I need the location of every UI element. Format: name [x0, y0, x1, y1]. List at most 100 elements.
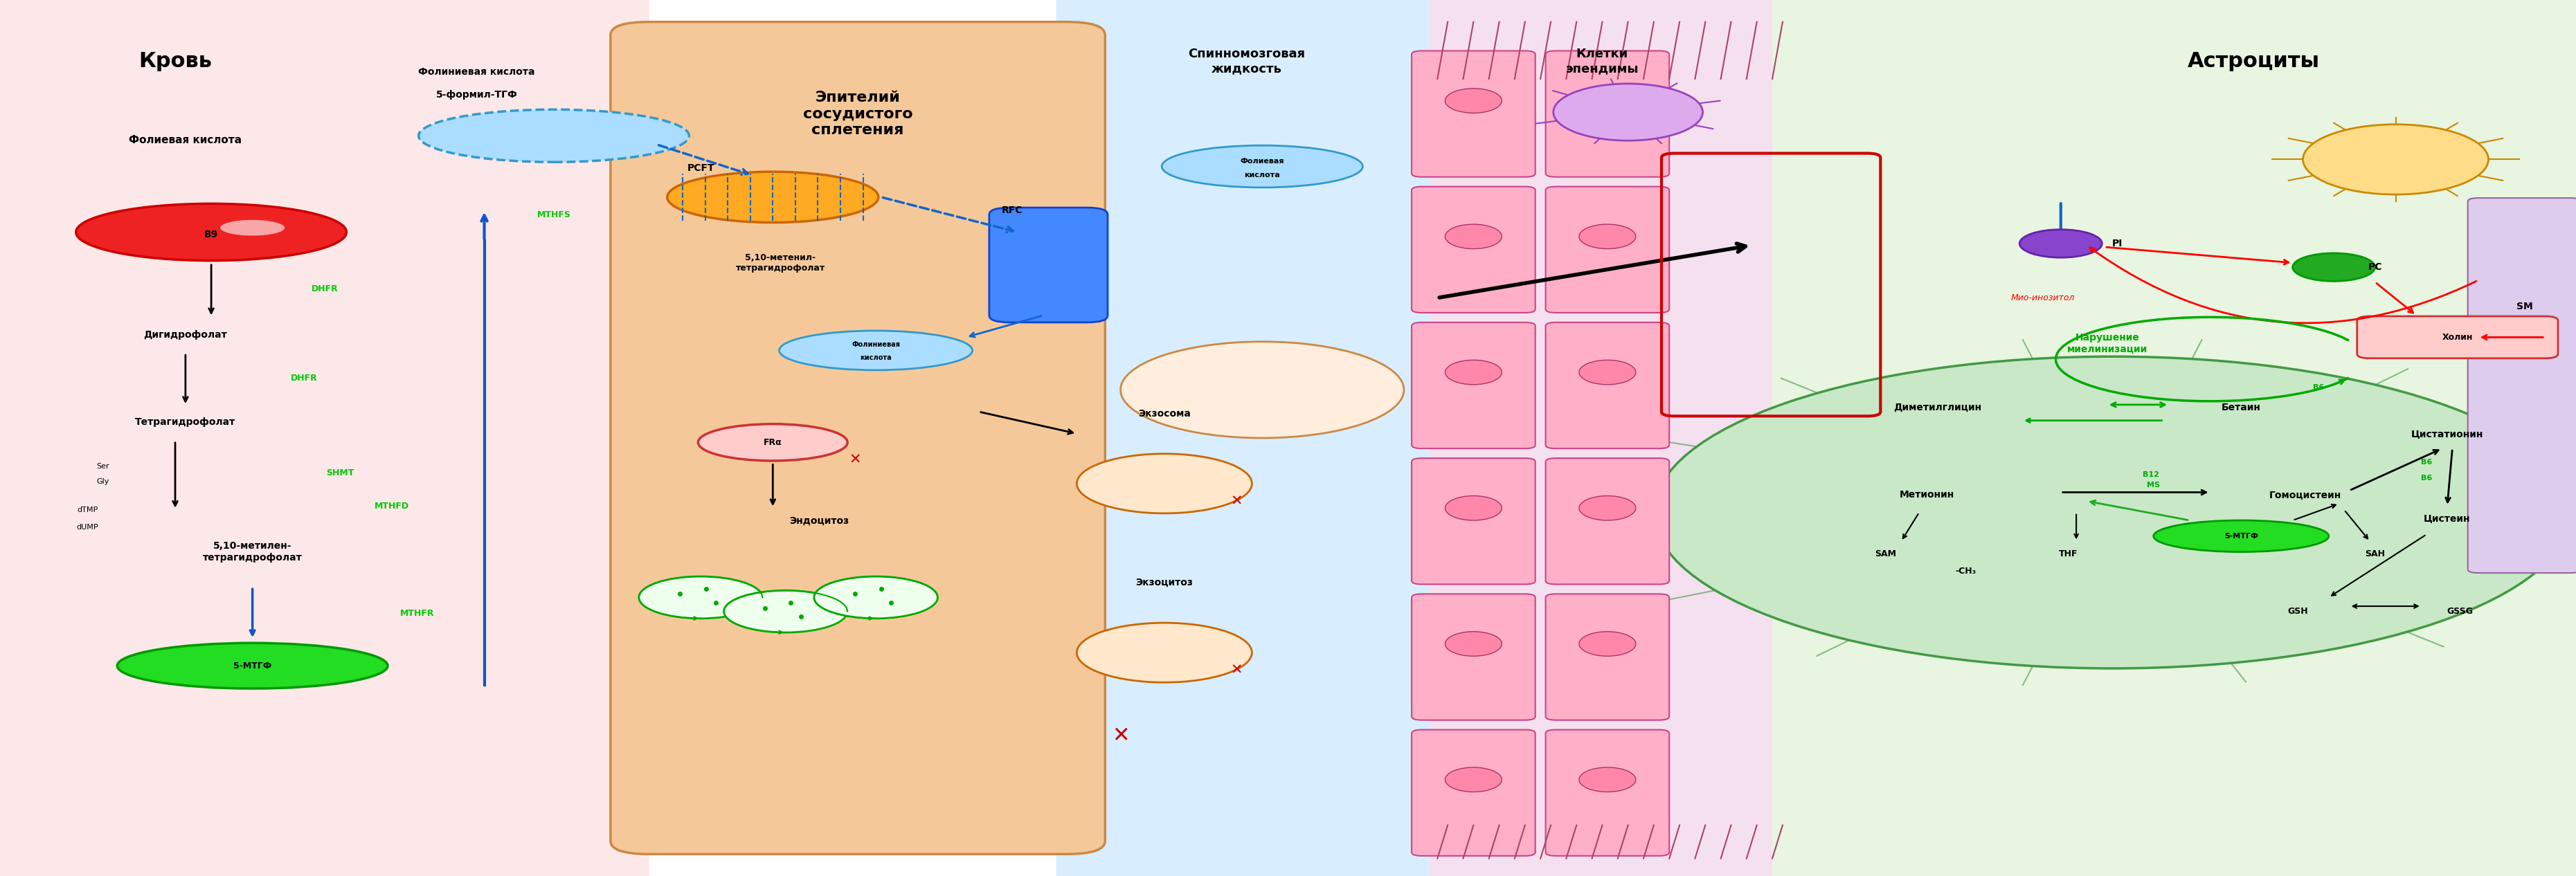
Ellipse shape	[417, 110, 688, 162]
Text: MTHFS: MTHFS	[536, 210, 572, 219]
FancyBboxPatch shape	[1056, 0, 1437, 876]
Ellipse shape	[1445, 767, 1502, 792]
Ellipse shape	[781, 330, 971, 370]
Text: Фолиевая: Фолиевая	[1239, 158, 1285, 165]
Text: В9: В9	[204, 230, 219, 240]
Ellipse shape	[1579, 360, 1636, 385]
FancyBboxPatch shape	[0, 0, 649, 876]
Text: MTHFD: MTHFD	[374, 502, 410, 511]
FancyBboxPatch shape	[1430, 0, 1777, 876]
FancyBboxPatch shape	[1546, 730, 1669, 856]
Text: B6: B6	[2421, 459, 2432, 466]
Text: Мио-инозитол: Мио-инозитол	[2012, 293, 2074, 302]
Text: Экзосома: Экзосома	[1139, 408, 1190, 419]
Ellipse shape	[118, 643, 389, 689]
Text: Фолиниевая: Фолиниевая	[853, 341, 899, 348]
Text: Дигидрофолат: Дигидрофолат	[144, 329, 227, 340]
Text: Спинномозговая
жидкость: Спинномозговая жидкость	[1188, 48, 1306, 74]
Text: PCFT: PCFT	[688, 163, 714, 173]
Ellipse shape	[1579, 767, 1636, 792]
FancyBboxPatch shape	[611, 22, 1105, 854]
Ellipse shape	[1579, 632, 1636, 656]
Circle shape	[2020, 230, 2102, 258]
FancyBboxPatch shape	[1412, 594, 1535, 720]
Text: Метионин: Метионин	[1899, 490, 1955, 500]
Circle shape	[1077, 454, 1252, 513]
Text: 5-МТГФ: 5-МТГФ	[234, 661, 270, 670]
Ellipse shape	[77, 204, 345, 261]
Circle shape	[724, 590, 848, 632]
Text: GSSG: GSSG	[2447, 607, 2473, 616]
Circle shape	[1077, 623, 1252, 682]
FancyBboxPatch shape	[1546, 458, 1669, 584]
Ellipse shape	[1579, 224, 1636, 249]
Text: 5-МТГФ: 5-МТГФ	[2223, 533, 2259, 540]
Text: THF: THF	[2058, 549, 2079, 558]
Text: MTHFR: MTHFR	[399, 609, 435, 618]
Text: SAM: SAM	[1875, 549, 1896, 558]
FancyBboxPatch shape	[1412, 322, 1535, 449]
Text: MS: MS	[2146, 482, 2161, 489]
Text: кислота: кислота	[860, 354, 891, 361]
Text: PI: PI	[2112, 238, 2123, 249]
Ellipse shape	[1445, 88, 1502, 113]
Ellipse shape	[1445, 224, 1502, 249]
Ellipse shape	[667, 172, 878, 223]
Text: Фолиниевая кислота: Фолиниевая кислота	[417, 67, 536, 77]
Text: GSH: GSH	[2287, 607, 2308, 616]
Text: B6: B6	[2313, 384, 2324, 391]
Text: SHMT: SHMT	[327, 469, 353, 477]
Text: Цистеин: Цистеин	[2424, 513, 2470, 524]
Ellipse shape	[1579, 496, 1636, 520]
FancyBboxPatch shape	[1412, 730, 1535, 856]
Text: 5,10-метенил-
тетрагидрофолат: 5,10-метенил- тетрагидрофолат	[737, 253, 824, 272]
Ellipse shape	[1445, 496, 1502, 520]
FancyBboxPatch shape	[1546, 322, 1669, 449]
Circle shape	[639, 576, 762, 618]
FancyBboxPatch shape	[2468, 198, 2576, 573]
Text: Гомоцистеин: Гомоцистеин	[2269, 490, 2342, 500]
Text: RFC: RFC	[1002, 205, 1023, 215]
Circle shape	[1121, 342, 1404, 438]
Text: Gly: Gly	[98, 478, 108, 485]
Text: DHFR: DHFR	[291, 374, 317, 383]
Text: SM: SM	[2517, 301, 2532, 312]
Ellipse shape	[2154, 520, 2329, 552]
Text: Холин: Холин	[2442, 333, 2473, 342]
Text: PC: PC	[2367, 262, 2383, 272]
Ellipse shape	[1445, 632, 1502, 656]
Ellipse shape	[222, 220, 283, 236]
Text: Бетаин: Бетаин	[2221, 402, 2262, 413]
Text: B6: B6	[2421, 475, 2432, 482]
Text: Экзоцитоз: Экзоцитоз	[1136, 577, 1193, 588]
Text: dUMP: dUMP	[77, 524, 98, 531]
Text: Ser: Ser	[95, 463, 111, 470]
Ellipse shape	[1445, 360, 1502, 385]
Text: ✕: ✕	[1231, 494, 1242, 508]
Text: dTMP: dTMP	[77, 506, 98, 513]
Text: Астроциты: Астроциты	[2187, 52, 2321, 71]
Text: DHFR: DHFR	[312, 285, 337, 293]
Text: ✕: ✕	[1231, 663, 1242, 677]
FancyBboxPatch shape	[1546, 51, 1669, 177]
Circle shape	[814, 576, 938, 618]
Ellipse shape	[2303, 124, 2488, 194]
FancyBboxPatch shape	[1412, 51, 1535, 177]
Text: FRα: FRα	[762, 438, 783, 447]
Text: Фолиевая кислота: Фолиевая кислота	[129, 135, 242, 145]
FancyBboxPatch shape	[1412, 187, 1535, 313]
Text: SAH: SAH	[2365, 549, 2385, 558]
FancyBboxPatch shape	[1772, 0, 2576, 876]
Text: 5,10-метилен-
тетрагидрофолат: 5,10-метилен- тетрагидрофолат	[204, 541, 301, 562]
Text: Эндоцитоз: Эндоцитоз	[788, 516, 850, 526]
Circle shape	[2293, 253, 2375, 281]
Text: Диметилглицин: Диметилглицин	[1893, 402, 1981, 413]
FancyBboxPatch shape	[1546, 594, 1669, 720]
Ellipse shape	[1553, 84, 1703, 140]
Ellipse shape	[1162, 145, 1363, 187]
Text: Эпителий
сосудистого
сплетения: Эпителий сосудистого сплетения	[804, 91, 912, 137]
Circle shape	[1654, 357, 2571, 668]
Text: Нарушение
миелинизации: Нарушение миелинизации	[2066, 333, 2148, 354]
Text: ✕: ✕	[1113, 726, 1128, 745]
Text: кислота: кислота	[1244, 172, 1280, 179]
